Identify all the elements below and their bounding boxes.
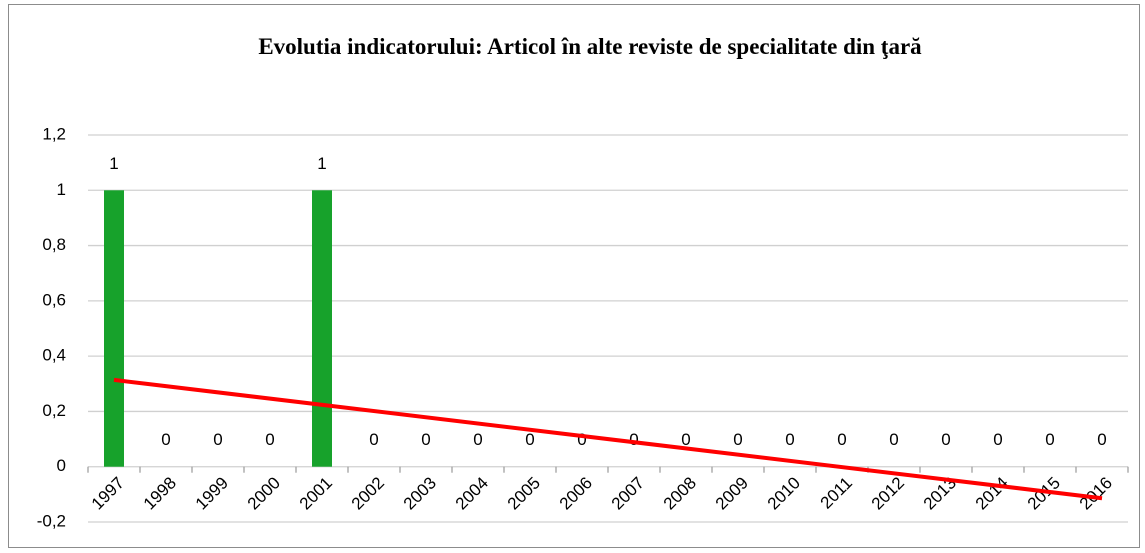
data-label: 0 — [993, 430, 1002, 449]
data-label: 0 — [837, 430, 846, 449]
data-label: 0 — [1097, 430, 1106, 449]
data-label: 0 — [161, 430, 170, 449]
data-label: 0 — [889, 430, 898, 449]
data-label: 0 — [525, 430, 534, 449]
trendline — [113, 377, 1103, 501]
data-label: 0 — [785, 430, 794, 449]
data-label: 0 — [577, 430, 586, 449]
bar — [312, 190, 332, 467]
bar — [104, 190, 124, 467]
y-tick-label: 0,6 — [42, 290, 66, 309]
data-label: 0 — [733, 430, 742, 449]
data-label: 0 — [421, 430, 430, 449]
y-tick-label: 0,2 — [42, 401, 66, 420]
data-label: 0 — [473, 430, 482, 449]
data-label: 0 — [941, 430, 950, 449]
y-tick-label: 0 — [57, 456, 66, 475]
data-label: 0 — [681, 430, 690, 449]
data-label: 0 — [213, 430, 222, 449]
data-label: 0 — [1045, 430, 1054, 449]
y-tick-label: 1 — [57, 180, 66, 199]
y-tick-label: -0,2 — [37, 511, 66, 530]
chart-title: Evolutia indicatorului: Articol în alte … — [258, 34, 922, 59]
y-tick-label: 1,2 — [42, 124, 66, 143]
chart-border — [8, 4, 1140, 548]
data-label: 0 — [629, 430, 638, 449]
y-tick-label: 0,4 — [42, 346, 66, 365]
data-label: 1 — [109, 154, 118, 173]
data-label: 1 — [317, 154, 326, 173]
data-label: 0 — [265, 430, 274, 449]
data-label: 0 — [369, 430, 378, 449]
y-tick-label: 0,8 — [42, 235, 66, 254]
